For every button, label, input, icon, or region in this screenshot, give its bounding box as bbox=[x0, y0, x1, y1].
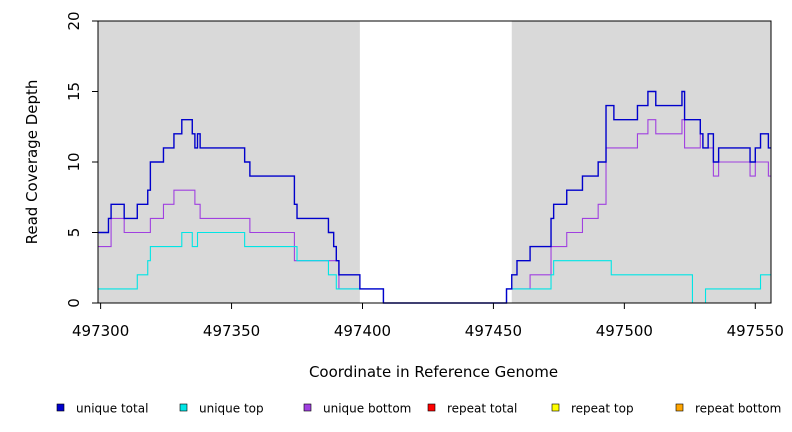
series-line-unique-total bbox=[98, 90, 771, 304]
legend-label-unique-total: unique total bbox=[76, 402, 148, 416]
x-tick-label: 497500 bbox=[596, 322, 653, 340]
legend-label-repeat-bottom: repeat bottom bbox=[695, 402, 781, 416]
x-tick-label: 497550 bbox=[727, 322, 784, 340]
y-tick-label: 0 bbox=[65, 298, 83, 308]
y-tick-label: 20 bbox=[65, 11, 83, 30]
series-line-unique-bottom bbox=[98, 119, 771, 304]
x-tick-label: 497350 bbox=[203, 322, 260, 340]
legend-swatch-unique-total bbox=[56, 403, 65, 412]
x-axis-title: Coordinate in Reference Genome bbox=[309, 363, 558, 381]
y-tick-label: 5 bbox=[65, 228, 83, 238]
x-tick-label: 497450 bbox=[465, 322, 522, 340]
y-axis-title: Read Coverage Depth bbox=[23, 80, 41, 245]
shaded-region-1 bbox=[98, 21, 360, 303]
legend: unique total unique top unique bottom repea… bbox=[56, 402, 781, 416]
y-axis-ticks: 0 5 10 15 20 bbox=[65, 11, 98, 308]
x-tick-label: 497400 bbox=[334, 322, 391, 340]
legend-swatch-repeat-total bbox=[427, 403, 436, 412]
legend-swatch-unique-top bbox=[179, 403, 188, 412]
legend-label-unique-top: unique top bbox=[199, 402, 264, 416]
legend-swatch-repeat-top bbox=[551, 403, 560, 412]
legend-swatch-repeat-bottom bbox=[675, 403, 684, 412]
legend-label-repeat-top: repeat top bbox=[571, 402, 634, 416]
y-tick-label: 15 bbox=[65, 82, 83, 101]
x-axis-ticks: 497300 497350 497400 497450 497500 497550 bbox=[72, 303, 784, 340]
legend-swatch-unique-bottom bbox=[303, 403, 312, 412]
y-tick-label: 10 bbox=[65, 152, 83, 171]
series-line-unique-top bbox=[98, 231, 771, 304]
x-tick-label: 497300 bbox=[72, 322, 129, 340]
shaded-regions bbox=[98, 21, 771, 303]
legend-label-unique-bottom: unique bottom bbox=[323, 402, 411, 416]
legend-label-repeat-total: repeat total bbox=[447, 402, 517, 416]
